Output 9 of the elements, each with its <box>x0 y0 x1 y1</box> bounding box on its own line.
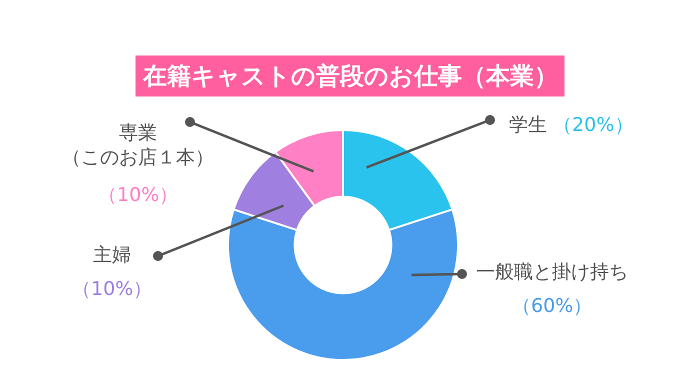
slice-label: 学生 <box>509 114 547 136</box>
slice-label: 主婦 <box>93 244 131 266</box>
chart-title: 在籍キャストの普段のお仕事（本業） <box>142 62 558 90</box>
data-label: （20%） <box>553 114 634 136</box>
data-label: （60%） <box>512 295 592 317</box>
data-label: （10%） <box>98 184 178 206</box>
slice-label: 一般職と掛け持ち <box>476 261 628 283</box>
data-label: （10%） <box>72 278 152 300</box>
slice-label: 専業（このお店１本） <box>62 122 214 169</box>
